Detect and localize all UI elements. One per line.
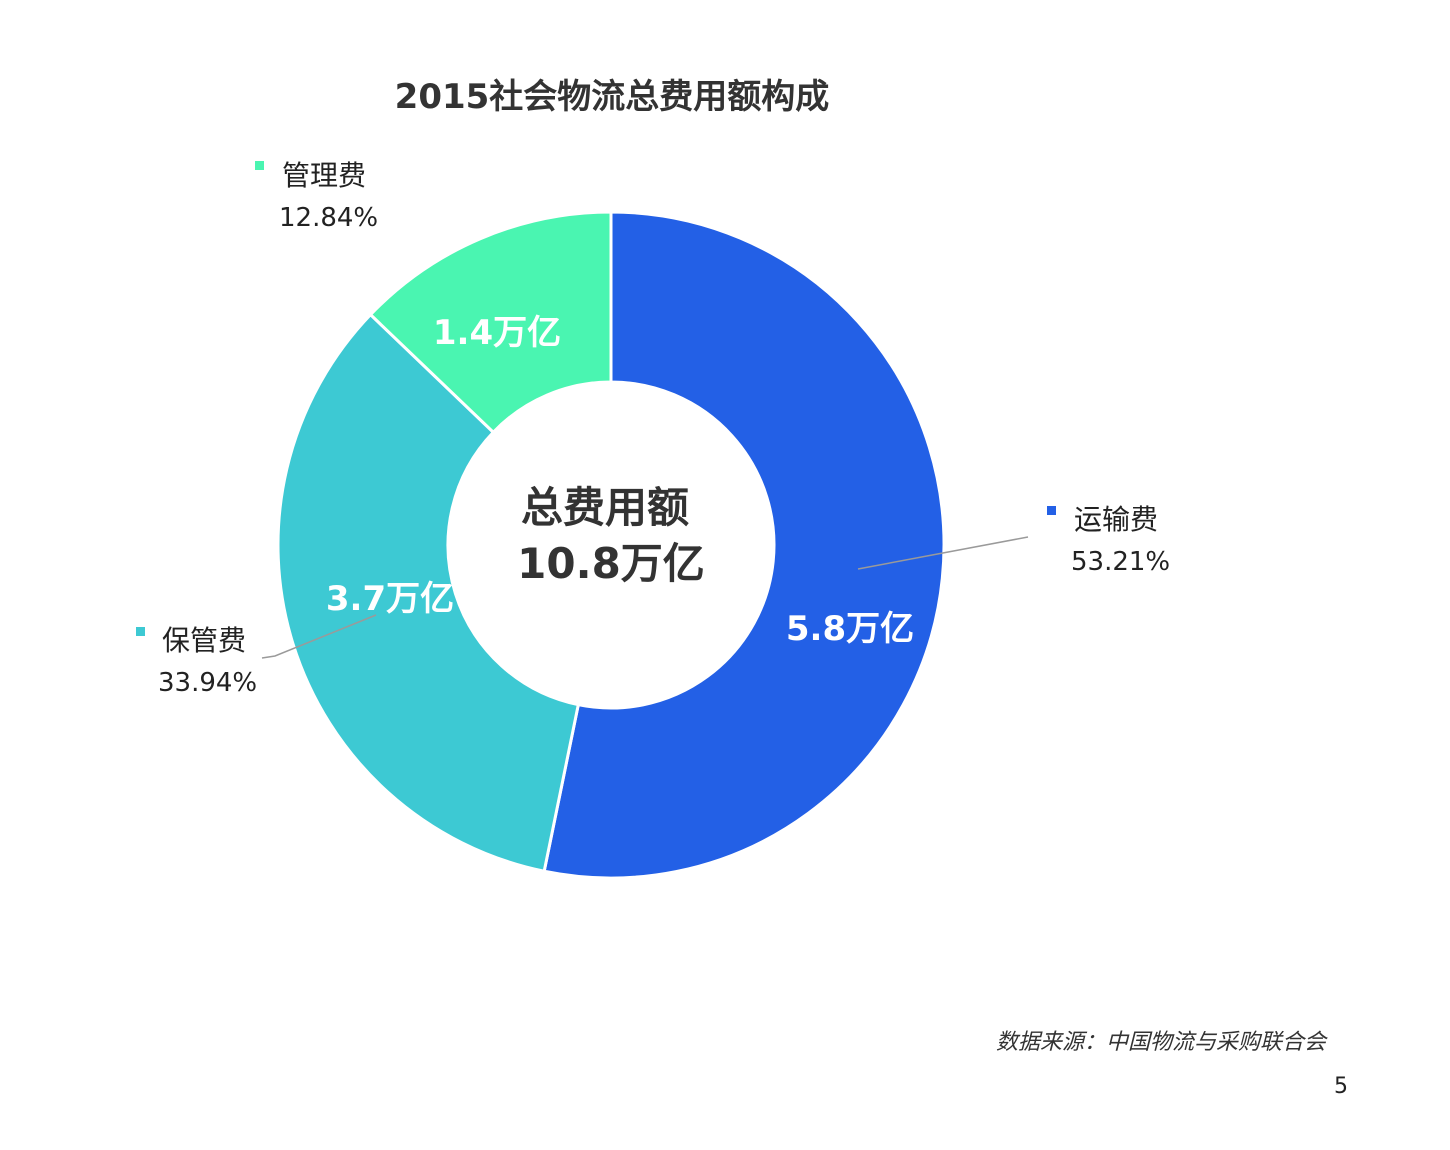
page-number: 5 xyxy=(1334,1074,1348,1099)
leader-lines xyxy=(261,536,1029,659)
center-label-title: 总费用额 xyxy=(521,483,689,532)
chart-title: 2015社会物流总费用额构成 xyxy=(395,77,830,117)
center-label-total: 10.8万亿 xyxy=(517,539,705,588)
slice-value-storage: 3.7万亿 xyxy=(326,579,454,619)
legend-swatch-transport xyxy=(1047,506,1056,515)
legend-name-storage: 保管费 xyxy=(162,624,246,657)
legend-percent-management: 12.84% xyxy=(279,203,378,233)
slice-transport xyxy=(542,210,946,880)
donut-slices xyxy=(276,210,946,880)
slice-storage xyxy=(276,312,581,874)
data-source-note: 数据来源：中国物流与采购联合会 xyxy=(995,1030,1326,1055)
legend-swatch-storage xyxy=(136,627,145,636)
legend-swatch-management xyxy=(255,161,264,170)
legend-percent-storage: 33.94% xyxy=(158,668,257,698)
slice-value-transport: 5.8万亿 xyxy=(786,609,914,649)
legend-name-transport: 运输费 xyxy=(1074,503,1158,536)
slice-value-management: 1.4万亿 xyxy=(433,313,561,353)
legend-name-management: 管理费 xyxy=(282,159,366,192)
leader-line-transport xyxy=(857,536,1029,570)
legend-percent-transport: 53.21% xyxy=(1071,547,1170,577)
slice-management xyxy=(368,210,613,435)
leader-line-storage xyxy=(261,614,377,659)
